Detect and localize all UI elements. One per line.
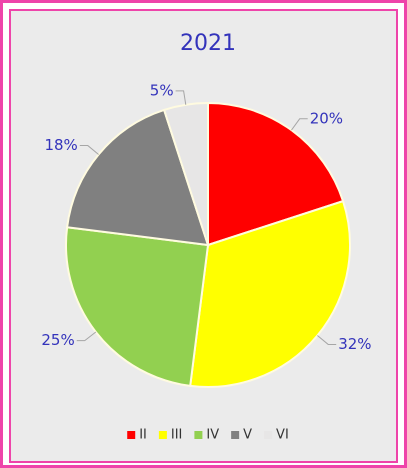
data-label: 32% [338, 335, 371, 353]
legend-label: III [171, 428, 183, 443]
pie-slice [162, 101, 209, 246]
data-label: 18% [44, 136, 77, 154]
leader-line [291, 118, 308, 131]
data-label: 25% [41, 331, 74, 349]
legend-swatch [264, 431, 273, 439]
data-label: 20% [310, 109, 343, 127]
pie-slice [65, 226, 210, 387]
leader-line [76, 331, 97, 342]
legend-label: IV [206, 428, 219, 443]
legend-label: II [139, 428, 147, 443]
leader-line [79, 145, 99, 155]
pie-slice [66, 108, 210, 247]
data-label: 5% [150, 81, 174, 99]
legend-label: V [243, 428, 252, 443]
leader-line [175, 90, 187, 105]
pie-slice [207, 101, 345, 247]
chart-title: 2021 [180, 31, 236, 56]
legend-swatch [231, 431, 240, 439]
legend-swatch [194, 431, 203, 439]
legend-label: VI [276, 428, 289, 443]
leader-line [317, 335, 337, 345]
legend-swatch [158, 431, 167, 439]
pie-slice [189, 199, 351, 388]
legend-swatch [127, 431, 136, 439]
